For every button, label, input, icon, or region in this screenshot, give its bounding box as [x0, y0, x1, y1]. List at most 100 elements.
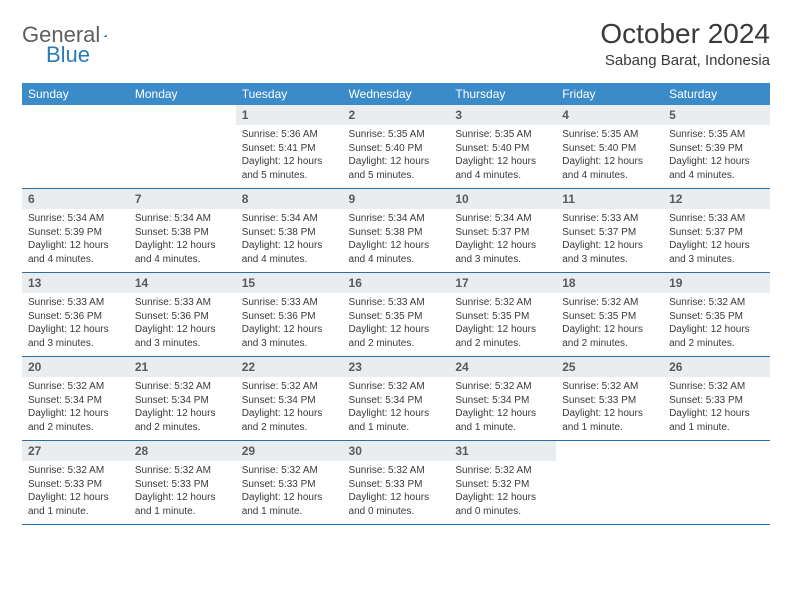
- day-cell: 13Sunrise: 5:33 AMSunset: 5:36 PMDayligh…: [22, 273, 129, 357]
- title-block: October 2024 Sabang Barat, Indonesia: [600, 18, 770, 69]
- week-row: 27Sunrise: 5:32 AMSunset: 5:33 PMDayligh…: [22, 441, 770, 525]
- month-title: October 2024: [600, 18, 770, 50]
- day-data: Sunrise: 5:36 AMSunset: 5:41 PMDaylight:…: [236, 125, 343, 188]
- day-cell: 14Sunrise: 5:33 AMSunset: 5:36 PMDayligh…: [129, 273, 236, 357]
- day-number: 30: [343, 441, 450, 461]
- weekday-header-row: SundayMondayTuesdayWednesdayThursdayFrid…: [22, 83, 770, 105]
- day-number: 4: [556, 105, 663, 125]
- day-number: 15: [236, 273, 343, 293]
- day-cell: 15Sunrise: 5:33 AMSunset: 5:36 PMDayligh…: [236, 273, 343, 357]
- day-number: 5: [663, 105, 770, 125]
- day-data: Sunrise: 5:34 AMSunset: 5:38 PMDaylight:…: [343, 209, 450, 272]
- day-cell: 20Sunrise: 5:32 AMSunset: 5:34 PMDayligh…: [22, 357, 129, 441]
- day-number: 1: [236, 105, 343, 125]
- weekday-header-sunday: Sunday: [22, 83, 129, 105]
- day-cell: 24Sunrise: 5:32 AMSunset: 5:34 PMDayligh…: [449, 357, 556, 441]
- day-data: Sunrise: 5:32 AMSunset: 5:33 PMDaylight:…: [343, 461, 450, 524]
- day-data: Sunrise: 5:33 AMSunset: 5:37 PMDaylight:…: [663, 209, 770, 272]
- day-number: 22: [236, 357, 343, 377]
- day-number: 21: [129, 357, 236, 377]
- day-number: 16: [343, 273, 450, 293]
- day-data: Sunrise: 5:33 AMSunset: 5:36 PMDaylight:…: [22, 293, 129, 356]
- day-cell: 9Sunrise: 5:34 AMSunset: 5:38 PMDaylight…: [343, 189, 450, 273]
- day-cell: 19Sunrise: 5:32 AMSunset: 5:35 PMDayligh…: [663, 273, 770, 357]
- day-number: 27: [22, 441, 129, 461]
- day-cell: 29Sunrise: 5:32 AMSunset: 5:33 PMDayligh…: [236, 441, 343, 525]
- day-number: 20: [22, 357, 129, 377]
- day-number: 25: [556, 357, 663, 377]
- day-cell: ..: [129, 105, 236, 189]
- day-data: Sunrise: 5:32 AMSunset: 5:33 PMDaylight:…: [663, 377, 770, 440]
- day-data: Sunrise: 5:32 AMSunset: 5:33 PMDaylight:…: [236, 461, 343, 524]
- day-number: 11: [556, 189, 663, 209]
- day-cell: 16Sunrise: 5:33 AMSunset: 5:35 PMDayligh…: [343, 273, 450, 357]
- day-cell: 31Sunrise: 5:32 AMSunset: 5:32 PMDayligh…: [449, 441, 556, 525]
- day-data: Sunrise: 5:33 AMSunset: 5:36 PMDaylight:…: [129, 293, 236, 356]
- day-cell: 4Sunrise: 5:35 AMSunset: 5:40 PMDaylight…: [556, 105, 663, 189]
- weekday-header-tuesday: Tuesday: [236, 83, 343, 105]
- day-data: Sunrise: 5:32 AMSunset: 5:32 PMDaylight:…: [449, 461, 556, 524]
- day-cell: 12Sunrise: 5:33 AMSunset: 5:37 PMDayligh…: [663, 189, 770, 273]
- day-cell: 28Sunrise: 5:32 AMSunset: 5:33 PMDayligh…: [129, 441, 236, 525]
- day-data: Sunrise: 5:32 AMSunset: 5:35 PMDaylight:…: [556, 293, 663, 356]
- weekday-header-thursday: Thursday: [449, 83, 556, 105]
- day-data: Sunrise: 5:32 AMSunset: 5:34 PMDaylight:…: [236, 377, 343, 440]
- day-cell: 22Sunrise: 5:32 AMSunset: 5:34 PMDayligh…: [236, 357, 343, 441]
- day-data: Sunrise: 5:34 AMSunset: 5:38 PMDaylight:…: [129, 209, 236, 272]
- day-data: Sunrise: 5:35 AMSunset: 5:40 PMDaylight:…: [556, 125, 663, 188]
- weekday-header-wednesday: Wednesday: [343, 83, 450, 105]
- day-cell: 8Sunrise: 5:34 AMSunset: 5:38 PMDaylight…: [236, 189, 343, 273]
- day-number: 14: [129, 273, 236, 293]
- logo-text-blue: Blue: [46, 42, 90, 68]
- day-data: Sunrise: 5:32 AMSunset: 5:33 PMDaylight:…: [556, 377, 663, 440]
- weekday-header-friday: Friday: [556, 83, 663, 105]
- day-cell: ..: [22, 105, 129, 189]
- location-label: Sabang Barat, Indonesia: [600, 52, 770, 69]
- day-cell: 18Sunrise: 5:32 AMSunset: 5:35 PMDayligh…: [556, 273, 663, 357]
- day-data: Sunrise: 5:33 AMSunset: 5:36 PMDaylight:…: [236, 293, 343, 356]
- day-number: 12: [663, 189, 770, 209]
- day-number: 26: [663, 357, 770, 377]
- day-data: Sunrise: 5:32 AMSunset: 5:34 PMDaylight:…: [449, 377, 556, 440]
- week-row: 20Sunrise: 5:32 AMSunset: 5:34 PMDayligh…: [22, 357, 770, 441]
- calendar-table: SundayMondayTuesdayWednesdayThursdayFrid…: [22, 83, 770, 525]
- logo-triangle-icon: [103, 28, 107, 44]
- day-number: 24: [449, 357, 556, 377]
- day-data: Sunrise: 5:34 AMSunset: 5:37 PMDaylight:…: [449, 209, 556, 272]
- day-data: Sunrise: 5:32 AMSunset: 5:33 PMDaylight:…: [129, 461, 236, 524]
- weekday-header-saturday: Saturday: [663, 83, 770, 105]
- day-cell: 23Sunrise: 5:32 AMSunset: 5:34 PMDayligh…: [343, 357, 450, 441]
- week-row: 6Sunrise: 5:34 AMSunset: 5:39 PMDaylight…: [22, 189, 770, 273]
- day-number: 8: [236, 189, 343, 209]
- day-data: Sunrise: 5:35 AMSunset: 5:39 PMDaylight:…: [663, 125, 770, 188]
- day-data: Sunrise: 5:32 AMSunset: 5:34 PMDaylight:…: [129, 377, 236, 440]
- day-cell: 27Sunrise: 5:32 AMSunset: 5:33 PMDayligh…: [22, 441, 129, 525]
- day-number: 7: [129, 189, 236, 209]
- day-cell: 25Sunrise: 5:32 AMSunset: 5:33 PMDayligh…: [556, 357, 663, 441]
- day-cell: 17Sunrise: 5:32 AMSunset: 5:35 PMDayligh…: [449, 273, 556, 357]
- day-number: 2: [343, 105, 450, 125]
- day-number: 31: [449, 441, 556, 461]
- day-number: 10: [449, 189, 556, 209]
- day-cell: 3Sunrise: 5:35 AMSunset: 5:40 PMDaylight…: [449, 105, 556, 189]
- day-data: Sunrise: 5:32 AMSunset: 5:33 PMDaylight:…: [22, 461, 129, 524]
- day-number: 17: [449, 273, 556, 293]
- day-number: 23: [343, 357, 450, 377]
- day-cell: 11Sunrise: 5:33 AMSunset: 5:37 PMDayligh…: [556, 189, 663, 273]
- day-cell: 10Sunrise: 5:34 AMSunset: 5:37 PMDayligh…: [449, 189, 556, 273]
- day-cell: ..: [556, 441, 663, 525]
- day-cell: ..: [663, 441, 770, 525]
- day-number: 3: [449, 105, 556, 125]
- page-header: General Blue October 2024 Sabang Barat, …: [22, 18, 770, 69]
- day-cell: 2Sunrise: 5:35 AMSunset: 5:40 PMDaylight…: [343, 105, 450, 189]
- week-row: 13Sunrise: 5:33 AMSunset: 5:36 PMDayligh…: [22, 273, 770, 357]
- day-cell: 1Sunrise: 5:36 AMSunset: 5:41 PMDaylight…: [236, 105, 343, 189]
- day-cell: 30Sunrise: 5:32 AMSunset: 5:33 PMDayligh…: [343, 441, 450, 525]
- day-data: Sunrise: 5:35 AMSunset: 5:40 PMDaylight:…: [343, 125, 450, 188]
- day-data: Sunrise: 5:32 AMSunset: 5:34 PMDaylight:…: [22, 377, 129, 440]
- day-number: 18: [556, 273, 663, 293]
- day-cell: 21Sunrise: 5:32 AMSunset: 5:34 PMDayligh…: [129, 357, 236, 441]
- day-data: Sunrise: 5:32 AMSunset: 5:35 PMDaylight:…: [449, 293, 556, 356]
- day-cell: 6Sunrise: 5:34 AMSunset: 5:39 PMDaylight…: [22, 189, 129, 273]
- day-data: Sunrise: 5:33 AMSunset: 5:35 PMDaylight:…: [343, 293, 450, 356]
